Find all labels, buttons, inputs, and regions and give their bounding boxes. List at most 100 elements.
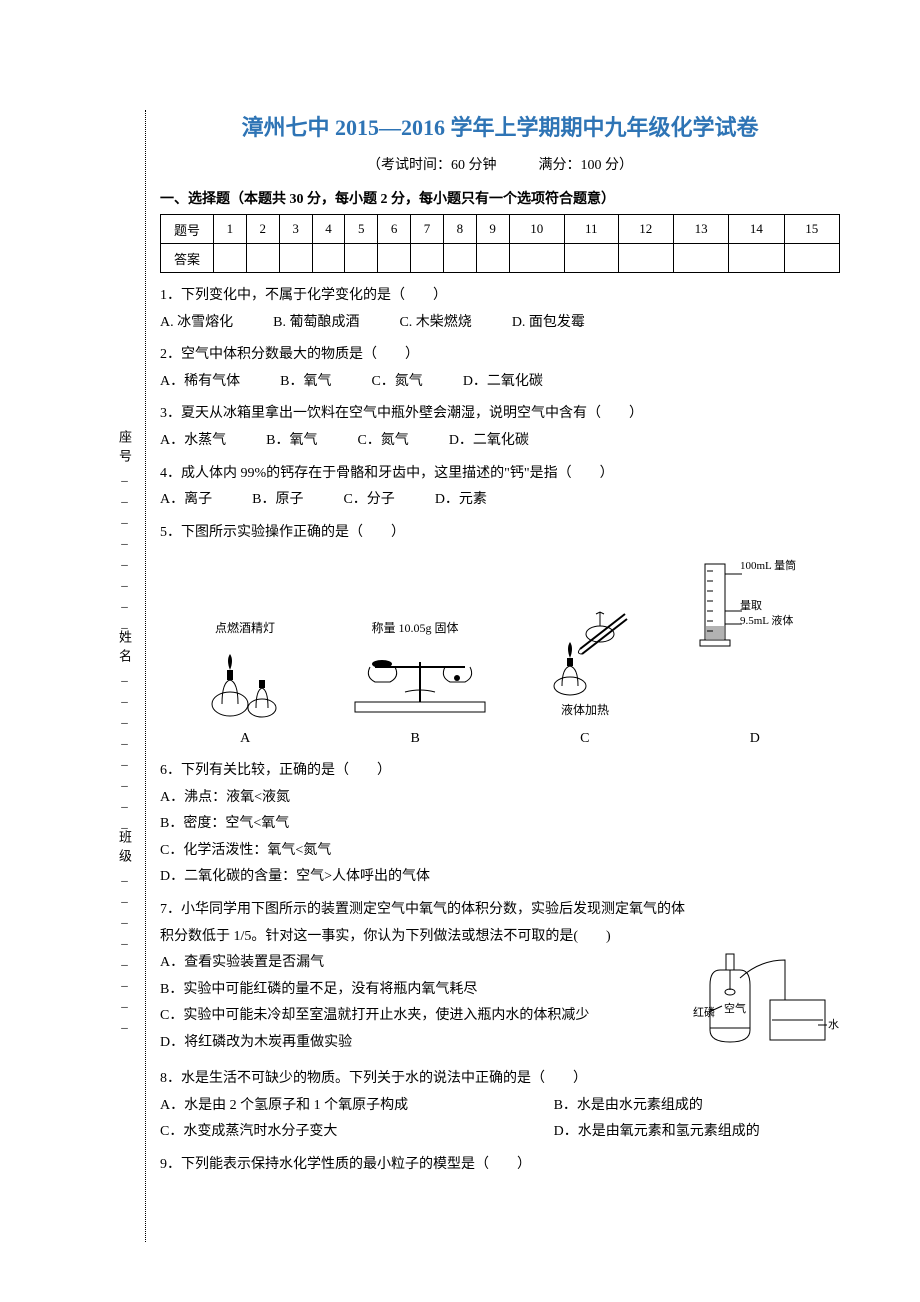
margin-label-class: 班级________	[115, 830, 134, 1036]
q5-label-c: C	[580, 726, 589, 753]
q1-stem: 1．下列变化中，不属于化学变化的是（ ）	[160, 283, 840, 310]
binding-dotted-line	[145, 110, 146, 1242]
question-3: 3．夏天从冰箱里拿出一饮料在空气中瓶外壁会潮湿，说明空气中含有（ ） A．水蒸气…	[160, 401, 840, 454]
q2-c: C．氮气	[371, 369, 422, 396]
q8-c: C．水变成蒸汽时水分子变大	[160, 1119, 514, 1146]
grid-cell	[509, 244, 564, 273]
q5-fig-d: 100mL 量筒 量取 9.5mL 液体	[685, 554, 825, 721]
q3-stem: 3．夏天从冰箱里拿出一饮料在空气中瓶外壁会潮湿，说明空气中含有（ ）	[160, 401, 840, 428]
q5-caption-d2: 量取	[740, 599, 880, 614]
grid-head-14: 14	[729, 215, 784, 244]
table-row: 答案	[161, 244, 840, 273]
q7-label-phos: 红磷	[693, 1006, 715, 1019]
q6-c: C．化学活泼性：氧气<氮气	[160, 838, 840, 865]
grid-cell	[378, 244, 411, 273]
q1-d: D. 面包发霉	[512, 310, 585, 337]
q5-label-d: D	[750, 726, 760, 753]
q8-b: B．水是由水元素组成的	[554, 1093, 703, 1120]
balance-scale-icon	[345, 642, 495, 722]
q4-a: A．离子	[160, 487, 212, 514]
q8-a: A．水是由 2 个氢原子和 1 个氧原子构成	[160, 1093, 514, 1120]
q6-b: B．密度：空气<氧气	[160, 811, 840, 838]
grid-cell	[443, 244, 476, 273]
q3-b: B．氧气	[266, 428, 317, 455]
q8-stem: 8．水是生活不可缺少的物质。下列关于水的说法中正确的是（ ）	[160, 1066, 840, 1093]
exam-subtitle: （考试时间：60 分钟 满分：100 分）	[160, 154, 840, 174]
q5-caption-d1: 100mL 量筒	[740, 559, 880, 574]
exam-title: 漳州七中 2015—2016 学年上学期期中九年级化学试卷	[160, 110, 840, 142]
q2-d: D．二氧化碳	[463, 369, 543, 396]
q7-stem-1: 7．小华同学用下图所示的装置测定空气中氧气的体积分数，实验后发现测定氧气的体	[160, 897, 840, 924]
q5-stem: 5．下图所示实验操作正确的是（ ）	[160, 520, 840, 547]
oxygen-apparatus-icon: 红磷 空气 水	[690, 950, 840, 1060]
q8-d: D．水是由氧元素和氢元素组成的	[554, 1119, 760, 1146]
grid-head-7: 7	[411, 215, 444, 244]
answer-grid: 题号 1 2 3 4 5 6 7 8 9 10 11 12 13 14 15 答…	[160, 214, 840, 273]
grid-head-11: 11	[564, 215, 618, 244]
grid-head-10: 10	[509, 215, 564, 244]
grid-head-15: 15	[784, 215, 839, 244]
grid-cell	[246, 244, 279, 273]
q3-d: D．二氧化碳	[449, 428, 529, 455]
q2-stem: 2．空气中体积分数最大的物质是（ ）	[160, 342, 840, 369]
grid-cell	[312, 244, 345, 273]
q4-stem: 4．成人体内 99%的钙存在于骨骼和牙齿中，这里描述的"钙"是指（ ）	[160, 461, 840, 488]
question-1: 1．下列变化中，不属于化学变化的是（ ） A. 冰雪熔化 B. 葡萄酿成酒 C.…	[160, 283, 840, 336]
table-row: 题号 1 2 3 4 5 6 7 8 9 10 11 12 13 14 15	[161, 215, 840, 244]
question-8: 8．水是生活不可缺少的物质。下列关于水的说法中正确的是（ ） A．水是由 2 个…	[160, 1066, 840, 1146]
grid-head-5: 5	[345, 215, 378, 244]
q7-label-water: 水	[828, 1018, 839, 1031]
question-4: 4．成人体内 99%的钙存在于骨骼和牙齿中，这里描述的"钙"是指（ ） A．离子…	[160, 461, 840, 514]
q3-c: C．氮气	[357, 428, 408, 455]
grid-cell	[279, 244, 312, 273]
q7-label-air: 空气	[724, 1001, 746, 1015]
grid-cell	[673, 244, 728, 273]
grid-head-9: 9	[476, 215, 509, 244]
q1-c: C. 木柴燃烧	[399, 310, 471, 337]
question-2: 2．空气中体积分数最大的物质是（ ） A．稀有气体 B．氧气 C．氮气 D．二氧…	[160, 342, 840, 395]
q9-stem: 9．下列能表示保持水化学性质的最小粒子的模型是（ ）	[160, 1152, 840, 1179]
q5-caption-b: 称量 10.05g 固体	[371, 621, 458, 635]
grid-cell	[784, 244, 839, 273]
q5-fig-c: 液体加热	[515, 602, 655, 722]
q6-a: A．沸点：液氧<液氮	[160, 785, 840, 812]
q4-d: D．元素	[435, 487, 487, 514]
grid-head-13: 13	[673, 215, 728, 244]
q5-caption-c: 液体加热	[561, 703, 609, 717]
question-5: 5．下图所示实验操作正确的是（ ） 点燃酒精灯 称量 10.05g 固体	[160, 520, 840, 752]
q6-d: D．二氧化碳的含量：空气>人体呼出的气体	[160, 864, 840, 891]
grid-answer-label: 答案	[161, 244, 214, 273]
q5-fig-b: 称量 10.05g 固体	[345, 617, 485, 722]
q5-label-a: A	[240, 726, 250, 753]
q2-a: A．稀有气体	[160, 369, 240, 396]
grid-cell	[411, 244, 444, 273]
q3-a: A．水蒸气	[160, 428, 226, 455]
q5-label-b: B	[411, 726, 420, 753]
grid-head-6: 6	[378, 215, 411, 244]
section-1-heading: 一、选择题（本题共 30 分，每小题 2 分，每小题只有一个选项符合题意）	[160, 188, 840, 208]
margin-label-seat: 座号________	[115, 430, 134, 636]
q4-c: C．分子	[343, 487, 394, 514]
q1-a: A. 冰雪熔化	[160, 310, 233, 337]
grid-cell	[729, 244, 784, 273]
margin-label-name: 姓名________	[115, 630, 134, 836]
grid-head-2: 2	[246, 215, 279, 244]
grid-cell	[214, 244, 247, 273]
exam-page: 座号________ 姓名________ 班级________ 漳州七中 20…	[0, 0, 920, 1302]
grid-head-4: 4	[312, 215, 345, 244]
question-6: 6．下列有关比较，正确的是（ ） A．沸点：液氧<液氮 B．密度：空气<氧气 C…	[160, 758, 840, 891]
q4-b: B．原子	[252, 487, 303, 514]
alcohol-lamp-icon	[200, 642, 290, 722]
grid-cell	[476, 244, 509, 273]
grid-head-8: 8	[443, 215, 476, 244]
grid-head-3: 3	[279, 215, 312, 244]
q5-caption-a: 点燃酒精灯	[215, 621, 275, 635]
q1-b: B. 葡萄酿成酒	[273, 310, 359, 337]
grid-head-12: 12	[618, 215, 673, 244]
grid-cell	[345, 244, 378, 273]
heating-liquid-icon	[530, 604, 640, 699]
q5-fig-a: 点燃酒精灯	[175, 617, 315, 722]
grid-cell	[618, 244, 673, 273]
grid-cell	[564, 244, 618, 273]
question-9: 9．下列能表示保持水化学性质的最小粒子的模型是（ ）	[160, 1152, 840, 1179]
